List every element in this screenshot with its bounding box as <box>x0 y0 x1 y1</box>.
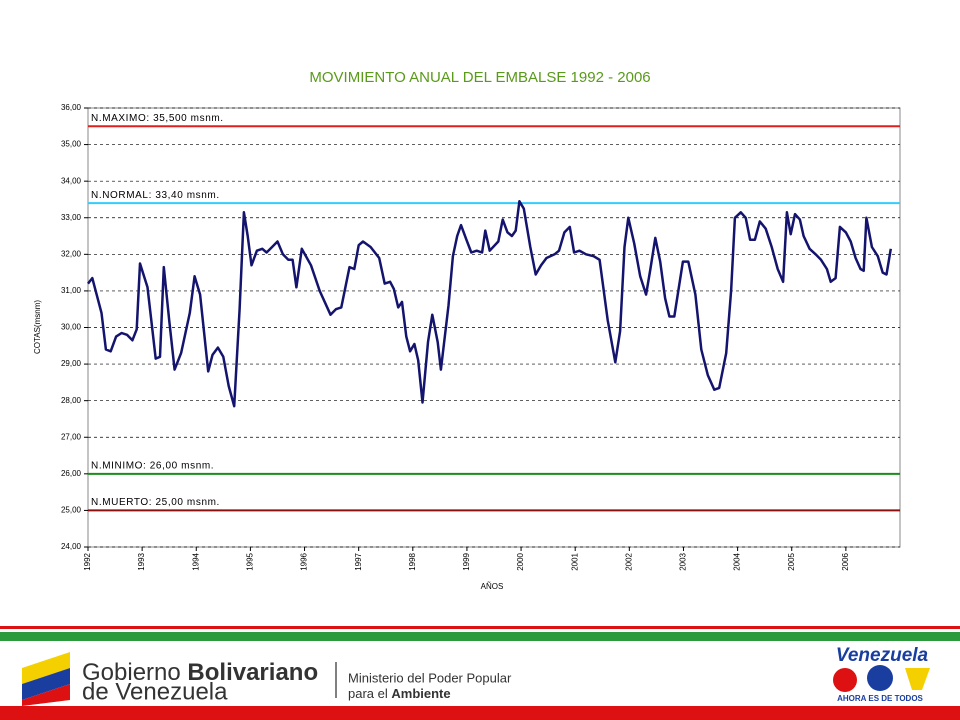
stripe <box>0 632 960 641</box>
y-tick-label: 30,00 <box>61 323 82 332</box>
y-tick-label: 34,00 <box>61 176 82 185</box>
stripe <box>0 626 960 629</box>
y-tick-label: 28,00 <box>61 396 82 405</box>
min-3: Ambiente <box>391 686 450 701</box>
x-tick-label: 2004 <box>733 552 742 570</box>
flag <box>22 668 70 700</box>
x-tick-label: 2000 <box>516 552 525 570</box>
x-tick-label: 1998 <box>408 552 417 570</box>
y-tick-label: 35,00 <box>61 140 82 149</box>
data-line <box>87 200 893 408</box>
y-tick-label: 26,00 <box>61 469 82 478</box>
min-1: Ministerio del Poder Popular <box>348 670 512 685</box>
stripe <box>0 706 960 720</box>
icon <box>833 668 857 692</box>
x-tick-label: 2003 <box>679 552 688 570</box>
x-tick-label: 2001 <box>570 552 579 570</box>
x-tick-label: 1996 <box>300 552 309 570</box>
x-tick-label: 1995 <box>246 552 255 570</box>
y-tick-label: 33,00 <box>61 213 82 222</box>
x-tick-label: 1994 <box>191 552 200 570</box>
x-tick-label: 1992 <box>83 552 92 570</box>
flag <box>22 652 70 684</box>
reference-label: N.MUERTO: 25,00 msnm. <box>91 497 220 508</box>
icon <box>867 665 893 691</box>
y-tick-label: 32,00 <box>61 249 82 258</box>
y-tick-label: 25,00 <box>61 506 82 515</box>
gov-3: de Venezuela <box>82 678 228 705</box>
gov-2: Bolivariano <box>187 659 318 686</box>
slogan: AHORA ES DE TODOS <box>837 694 923 703</box>
brand: Venezuela <box>836 645 929 666</box>
reference-label: N.MAXIMO: 35,500 msnm. <box>91 113 224 124</box>
x-tick-label: 1999 <box>462 552 471 570</box>
reference-label: N.NORMAL: 33,40 msnm. <box>91 190 220 201</box>
x-tick-label: 2005 <box>787 552 796 570</box>
footer: Gobierno Bolivariano de Venezuela Minist… <box>0 626 960 720</box>
chart-title: MOVIMIENTO ANUAL DEL EMBALSE 1992 - 2006 <box>309 69 650 86</box>
y-tick-label: 29,00 <box>61 359 82 368</box>
x-tick-label: 1993 <box>137 552 146 570</box>
reference-label: N.MINIMO: 26,00 msnm. <box>91 460 214 471</box>
gov-text: Gobierno Bolivariano <box>82 659 318 686</box>
min-text: para el Ambiente <box>348 686 451 701</box>
y-tick-label: 27,00 <box>61 432 82 441</box>
y-tick-label: 36,00 <box>61 103 82 112</box>
x-tick-label: 1997 <box>354 552 363 570</box>
x-tick-label: 2002 <box>624 552 633 570</box>
icon <box>905 668 930 690</box>
min-2: para el <box>348 686 388 701</box>
x-axis-title: AÑOS <box>481 582 504 591</box>
gov-1: Gobierno <box>82 659 181 686</box>
y-tick-label: 31,00 <box>61 286 82 295</box>
flag <box>22 684 70 706</box>
y-tick-label: 24,00 <box>61 542 82 551</box>
y-axis-title: COTAS(msnm) <box>33 300 42 354</box>
x-tick-label: 2006 <box>841 552 850 570</box>
